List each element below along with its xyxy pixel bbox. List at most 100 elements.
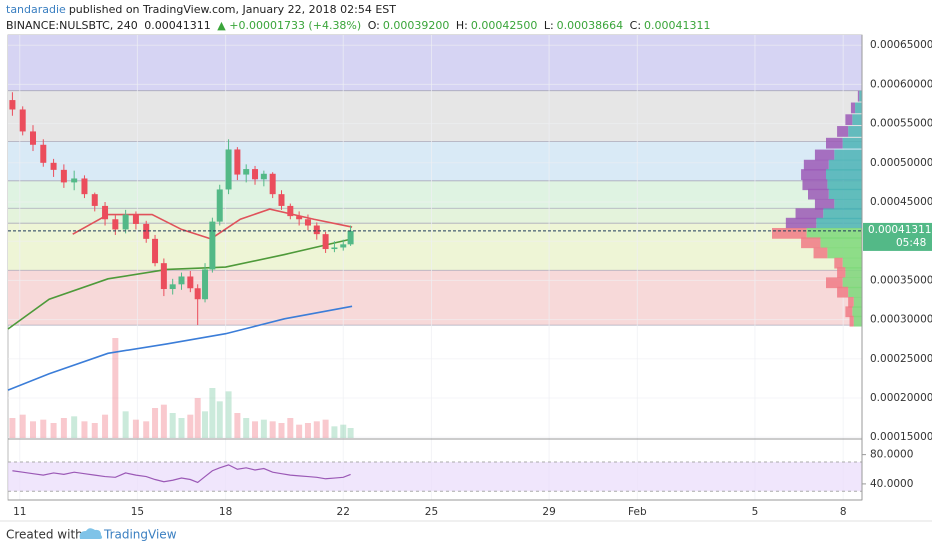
tv-logo[interactable] [79,528,103,539]
vp-down [795,208,824,220]
volume-bar [91,423,98,438]
volume-bar [243,418,250,438]
vp-up [842,137,862,149]
volume-bar [187,414,194,438]
candle-body [216,189,223,222]
publish-line: tandaradie published on TradingView.com, … [6,3,399,16]
y-tick-label: 0.00050000 [870,157,932,169]
candle-body [169,284,176,290]
volume-bar [112,338,119,438]
fib-band [8,223,862,271]
volume-bar [225,391,232,438]
volume-bar [194,398,201,438]
candle-body [209,221,216,270]
volume-bar [9,418,16,438]
candle-body [60,169,67,183]
vp-down [849,315,854,327]
symbol: BINANCE:NULSBTC, 240 [6,19,138,32]
vp-up [816,217,862,229]
y-tick-label: 0.00030000 [870,314,932,326]
candle-body [160,263,167,290]
vp-down [837,267,846,278]
y-tick-label: 0.00015000 [870,431,932,443]
volume-bar [252,421,259,438]
vp-up [859,90,862,102]
volume-bar [340,424,347,438]
last: 0.00041311 [144,19,211,32]
x-tick-label: Feb [628,506,647,518]
y-tick-label: 0.00055000 [870,118,932,130]
vp-down [814,149,835,161]
volume-bar [287,418,294,438]
candle-body [40,144,47,163]
vp-down [845,114,853,126]
candle-body [132,214,139,224]
candle-body [234,149,241,175]
vp-down [772,227,807,239]
footer-brand[interactable]: TradingView [103,528,177,542]
last-price-box [863,222,932,251]
vp-down [801,169,826,180]
candle-body [19,109,26,132]
vp-down [857,90,860,102]
candle-body [347,230,354,245]
y-tick-label: 0.00065000 [870,39,932,51]
candle-body [322,234,329,250]
vp-down [785,217,817,229]
author[interactable]: tandaradie [6,3,66,16]
volume-bar [122,411,129,438]
candle-body [91,194,98,206]
volume-bar [269,421,276,438]
rsi-band [8,461,862,492]
rsi-tick-label: 40.0000 [870,478,913,490]
y-tick-label: 0.00025000 [870,353,932,365]
candle-body [152,238,159,264]
volume-bar [71,416,78,438]
published: published on TradingView.com, January 22… [68,3,396,16]
candle-body [122,214,129,230]
volume-bar [132,419,139,438]
volume-bar [50,423,57,438]
volume-bar [60,418,67,438]
y-tick-label: 0.00060000 [870,78,932,90]
x-tick-label: 22 [337,506,350,518]
candle-body [278,194,285,206]
x-tick-label: 15 [131,506,144,518]
vp-up [855,102,862,114]
candle-body [178,276,185,285]
vp-up [852,114,862,126]
x-tick-label: 25 [425,506,438,518]
vp-down [803,159,829,171]
candle-body [202,269,209,300]
volume-bar [29,421,36,438]
volume-bar [313,421,320,438]
candle-body [287,205,294,217]
volume-bar [322,419,329,438]
candle-body [260,173,267,180]
y-tick-label: 0.00035000 [870,274,932,286]
volume-bar [278,423,285,438]
o-label: O: [367,19,380,32]
vp-up [853,296,862,308]
vp-up [826,169,862,180]
x-tick-label: 5 [752,506,759,518]
vp-up [828,159,862,171]
vp-down [801,237,821,249]
volume-bar [152,408,159,438]
o-value: 0.00039200 [382,19,450,32]
vp-up [852,306,862,318]
rsi-tick-label: 80.0000 [870,449,913,461]
rsi-line [12,464,351,484]
volume-bar [216,401,223,438]
symbol-line: BINANCE:NULSBTC, 240 0.00041311 ▲ +0.000… [6,19,714,32]
l-value: 0.00038664 [556,19,624,32]
vp-up [827,247,862,259]
vp-up [848,286,862,298]
candle-body [331,247,338,250]
vp-up [820,237,862,249]
moving-average [7,305,353,391]
volume-bar [160,404,167,438]
volume-bar [143,421,150,438]
candle-body [304,219,311,226]
